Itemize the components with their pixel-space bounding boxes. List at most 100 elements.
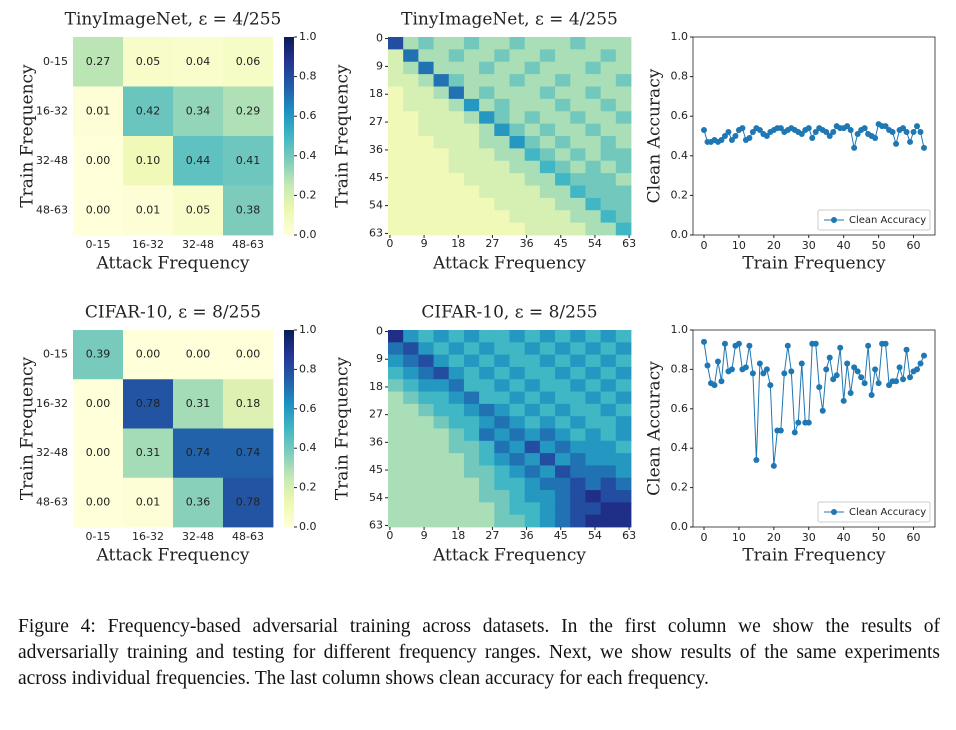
heat-cell	[570, 428, 586, 442]
heat-cell	[555, 354, 571, 368]
heat-cell	[524, 453, 541, 466]
heat-cell	[524, 403, 541, 417]
y-tick-label: 0-15	[43, 348, 68, 361]
heat-cell	[448, 98, 465, 112]
point	[889, 129, 896, 136]
y-tick-label: 18	[369, 87, 383, 100]
heat-cell	[463, 123, 480, 137]
heat-cell	[479, 197, 495, 211]
heat-cell	[494, 330, 510, 343]
heat-cell	[585, 185, 602, 199]
heat-cell	[524, 197, 541, 211]
heat-cell	[555, 428, 571, 442]
heat-cell	[479, 330, 495, 343]
heat-cell	[479, 428, 495, 442]
heat-cell	[388, 354, 404, 368]
heat-cell	[585, 148, 602, 162]
point	[872, 366, 879, 373]
heat-cell	[509, 391, 526, 405]
heat-cell	[539, 354, 556, 368]
heat-cell	[539, 98, 556, 112]
x-tick-label: 20	[767, 531, 781, 544]
heat-cell	[448, 160, 465, 174]
heat-cell	[524, 416, 541, 429]
heat-cell	[418, 477, 434, 491]
point	[872, 134, 879, 141]
point	[816, 384, 823, 391]
cell-label: 0.27	[86, 55, 111, 68]
heat-cell	[494, 148, 510, 162]
legend-marker	[831, 509, 837, 515]
colorbar-tick-label: 0.0	[299, 228, 317, 241]
heat-cell	[433, 391, 450, 405]
y-tick-label: 9	[376, 352, 383, 365]
heat-cell	[524, 330, 541, 343]
y-tick-label: 16-32	[36, 104, 68, 117]
x-tick-label: 27	[485, 237, 499, 250]
colorbar-tick-label: 0.2	[299, 188, 317, 201]
y-tick-label: 0.4	[671, 149, 689, 162]
heat-cell	[448, 49, 465, 63]
point	[844, 123, 851, 130]
point	[711, 382, 718, 389]
x-axis-label: Attack Frequency	[96, 546, 250, 566]
heat-cell	[585, 416, 602, 429]
heat-cell	[73, 37, 124, 87]
heat-cell	[418, 148, 434, 162]
point	[823, 366, 830, 373]
legend-label: Clean Accuracy	[849, 507, 926, 518]
point	[893, 378, 900, 385]
heat-cell	[539, 61, 556, 75]
point	[746, 134, 753, 141]
heat-cell	[524, 490, 541, 503]
point	[809, 134, 816, 141]
heat-cell	[388, 330, 404, 343]
x-tick-label: 63	[622, 529, 636, 542]
heat-cell	[479, 210, 495, 224]
heat-cell	[73, 86, 124, 137]
x-tick-label: 18	[451, 237, 465, 250]
heat-cell	[555, 136, 571, 149]
point	[907, 138, 914, 145]
heat-cell	[448, 354, 465, 368]
cell-label: 0.41	[236, 154, 261, 167]
heat-cell	[418, 222, 434, 236]
heat-cell	[173, 86, 224, 137]
x-axis-label: Attack Frequency	[96, 254, 250, 274]
heat-cell	[403, 37, 419, 50]
heat-cell	[418, 342, 434, 356]
heat-cell	[555, 465, 571, 479]
heat-cell	[585, 160, 602, 174]
heat-cell	[479, 222, 495, 236]
heat-cell	[509, 136, 526, 149]
heat-cell	[615, 210, 632, 224]
heat-cell	[479, 440, 495, 454]
heat-cell	[570, 354, 586, 368]
heat-cell	[463, 222, 480, 236]
heat-cell	[570, 123, 586, 137]
heat-cell	[570, 148, 586, 162]
x-tick-label: 48-63	[232, 238, 264, 251]
heat-cell	[555, 61, 571, 75]
point	[847, 127, 854, 134]
heat-cell	[509, 379, 526, 392]
heat-cell	[403, 477, 419, 491]
heat-cell	[463, 136, 480, 149]
point	[714, 358, 721, 365]
heat-cell	[600, 136, 617, 149]
y-axis-label: Clean Accuracy	[645, 68, 665, 203]
heat-cell	[463, 453, 480, 466]
heat-cell	[555, 98, 571, 112]
heat-cell	[585, 86, 602, 100]
point	[721, 340, 728, 347]
heat-cell	[585, 453, 602, 466]
heat-cell	[418, 354, 434, 368]
heat-cell	[403, 74, 419, 87]
point	[886, 382, 893, 389]
heat-cell	[433, 465, 450, 479]
heat-cell	[448, 514, 465, 528]
heat-cell	[463, 37, 480, 50]
heat-cell	[524, 440, 541, 454]
heat-cell	[539, 440, 556, 454]
cell-label: 0.00	[186, 348, 211, 361]
